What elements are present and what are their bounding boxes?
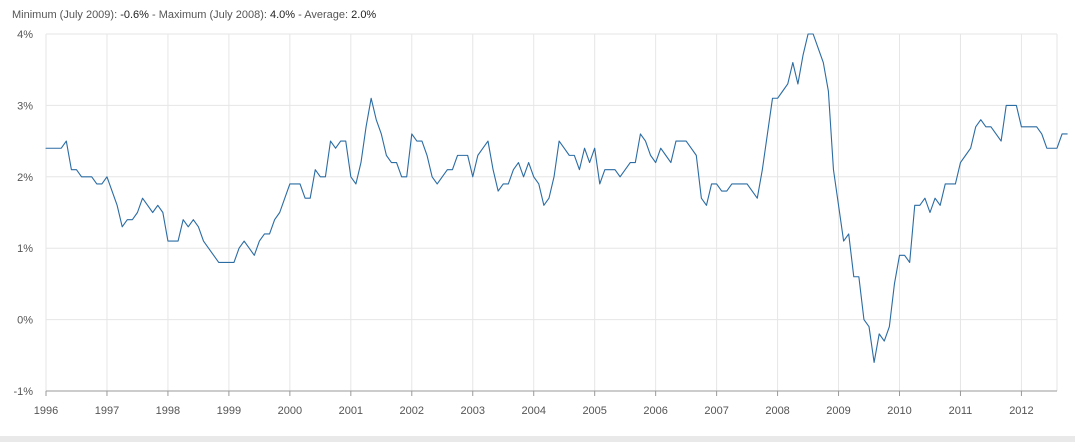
- x-tick-label: 2004: [521, 405, 545, 417]
- x-tick-label: 2002: [400, 405, 424, 417]
- y-tick-label: 3%: [17, 100, 33, 112]
- separator: -: [148, 9, 159, 21]
- minimum-label: Minimum (July 2009):: [12, 9, 121, 21]
- bottom-scrollbar-track: [0, 436, 1075, 442]
- x-tick-label: 1996: [34, 405, 58, 417]
- x-tick-label: 2000: [278, 405, 302, 417]
- average-label: Average:: [304, 9, 352, 21]
- y-tick-label: 0%: [17, 315, 33, 327]
- x-tick-label: 2008: [765, 405, 789, 417]
- minimum-value: -0.6%: [120, 9, 149, 21]
- x-tick-label: 2011: [949, 405, 973, 417]
- summary-line: Minimum (July 2009): -0.6% - Maximum (Ju…: [12, 9, 376, 21]
- x-tick-label: 1997: [95, 405, 119, 417]
- y-tick-label: 2%: [17, 172, 33, 184]
- x-tick-label: 2005: [582, 405, 606, 417]
- x-tick-label: 2009: [826, 405, 850, 417]
- average-value: 2.0%: [351, 9, 377, 21]
- series-line: [45, 33, 1068, 363]
- y-tick-label: 4%: [17, 29, 33, 41]
- x-tick-label: 2001: [339, 405, 363, 417]
- x-tick-label: 2006: [643, 405, 667, 417]
- x-tick-label: 1998: [156, 405, 180, 417]
- x-tick-label: 2012: [1009, 405, 1033, 417]
- x-tick-label: 2010: [887, 405, 911, 417]
- separator: -: [295, 9, 305, 21]
- x-tick-label: 1999: [217, 405, 241, 417]
- maximum-label: Maximum (July 2008):: [158, 9, 270, 21]
- x-tick-label: 2007: [704, 405, 728, 417]
- x-tick-label: 2003: [461, 405, 485, 417]
- y-tick-label: 1%: [17, 243, 33, 255]
- y-tick-label: -1%: [13, 386, 33, 398]
- maximum-value: 4.0%: [270, 9, 296, 21]
